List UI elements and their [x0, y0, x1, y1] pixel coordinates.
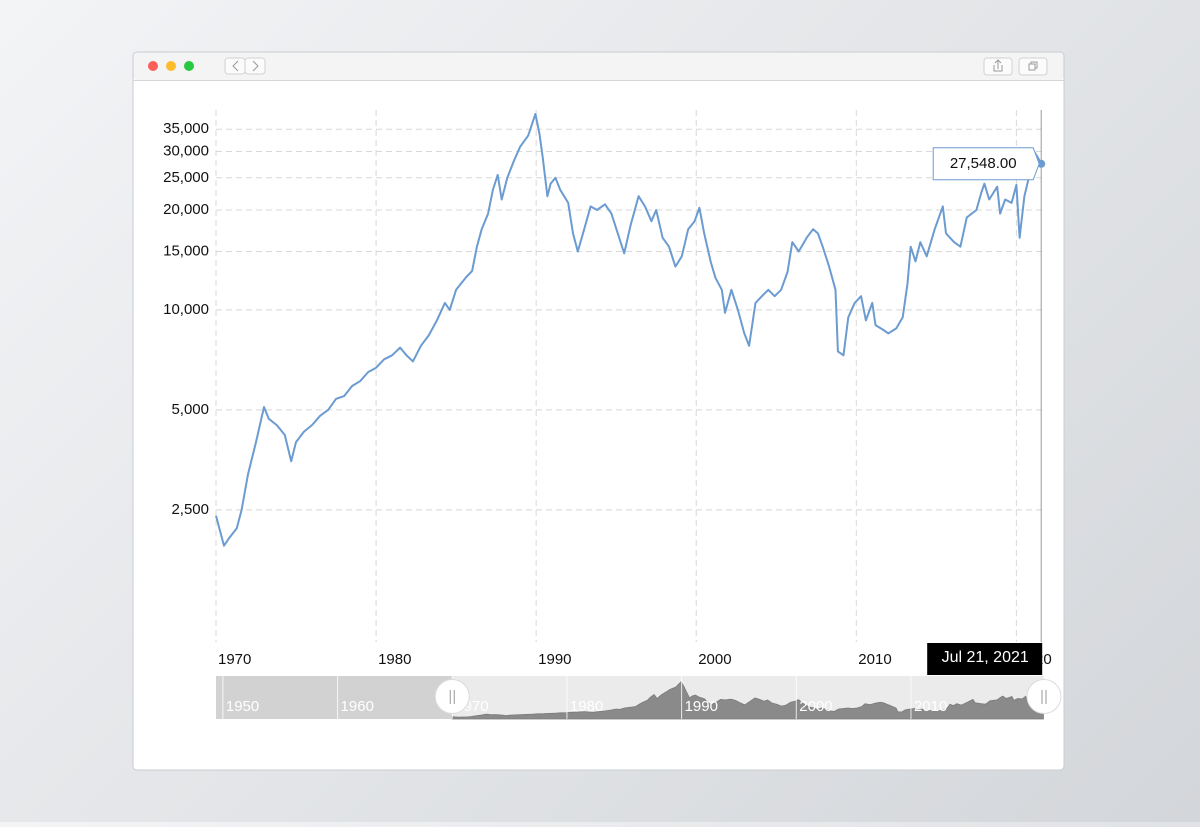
forward-icon — [252, 60, 259, 72]
title-bar — [133, 52, 1064, 81]
navigator-tick-label: 2000 — [799, 698, 832, 715]
navigator-tick-label: 1990 — [685, 698, 718, 715]
hover-point — [1037, 159, 1046, 168]
tabs-icon — [1028, 61, 1038, 71]
navigator-tick-label: 2010 — [914, 698, 947, 715]
navigator-tick-label: 1960 — [341, 698, 374, 715]
y-tick-label: 2,500 — [171, 501, 209, 518]
close-button[interactable] — [148, 61, 158, 71]
back-icon — [232, 60, 239, 72]
forward-button[interactable] — [244, 57, 266, 75]
tooltip-box — [932, 147, 1040, 181]
price-line — [215, 113, 1043, 547]
chart: 2,500 5,000 10,000 15,000 20,000 25,000 30,000… — [163, 110, 1062, 720]
date-label: Jul 21, 2021 — [942, 649, 1029, 666]
y-tick-label: 25,000 — [163, 169, 209, 186]
x-tick-label: 2000 — [698, 651, 731, 668]
x-tick-label: 1970 — [218, 651, 251, 668]
navigator-handle[interactable] — [434, 679, 470, 714]
maximize-button[interactable] — [184, 61, 194, 71]
y-tick-label: 15,000 — [163, 242, 209, 259]
back-button[interactable] — [224, 57, 246, 75]
y-tick-label: 10,000 — [163, 301, 209, 318]
x-tick-label: 1990 — [538, 651, 571, 668]
navigator-handle-grip — [1041, 690, 1047, 704]
date-label-box — [927, 643, 1043, 675]
navigator-area — [451, 681, 1044, 720]
browser-window — [132, 51, 1065, 771]
y-tick-label: 35,000 — [163, 120, 209, 137]
navigator-tick-label: 1980 — [570, 698, 603, 715]
x-tick-label: 1980 — [378, 651, 411, 668]
tabs-button[interactable] — [1018, 57, 1048, 76]
share-icon — [993, 59, 1003, 72]
navigator-handle[interactable] — [1026, 679, 1062, 714]
tooltip-value: 27,548.00 — [950, 155, 1017, 172]
y-tick-label: 5,000 — [171, 401, 209, 418]
navigator-handle-grip — [449, 690, 455, 704]
minimize-button[interactable] — [166, 61, 176, 71]
y-tick-label: 20,000 — [163, 201, 209, 218]
x-tick-label: 2010 — [858, 651, 891, 668]
y-tick-label: 30,000 — [163, 142, 209, 159]
navigator-tick-label: 1950 — [226, 698, 259, 715]
